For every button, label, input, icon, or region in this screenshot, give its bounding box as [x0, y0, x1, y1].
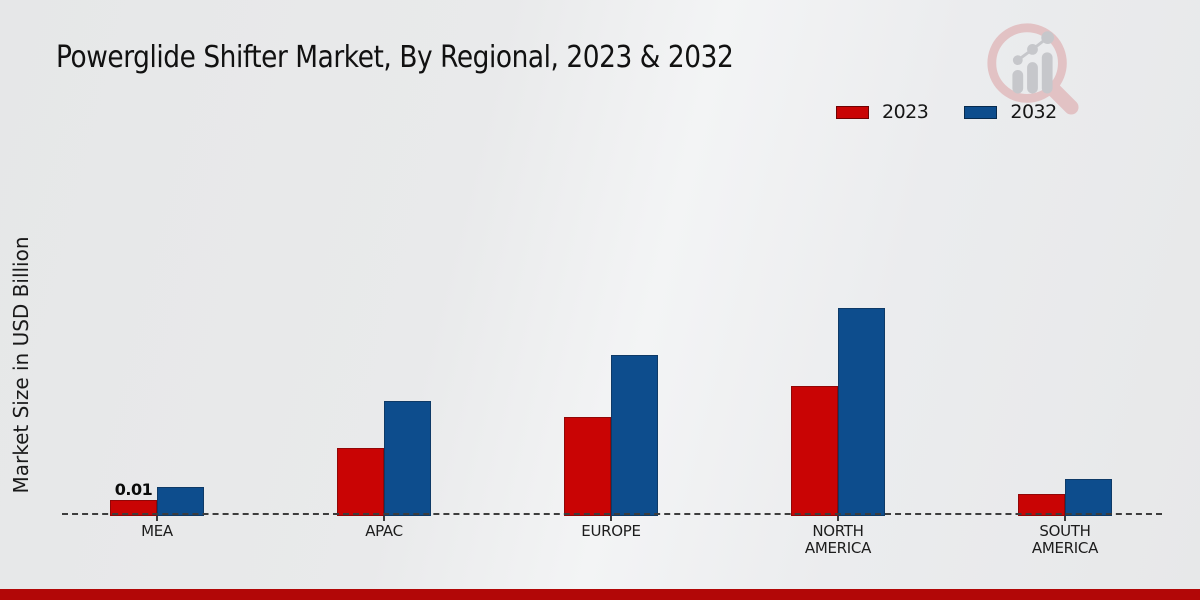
bar-2023-south-america	[1018, 494, 1065, 516]
x-axis-tick	[610, 516, 612, 521]
x-axis-baseline	[62, 513, 1162, 515]
category-label-apac: APAC	[365, 522, 403, 540]
magnifier-bar-chart-logo-icon	[987, 23, 1079, 115]
legend-label-2023: 2023	[882, 101, 929, 123]
bar-2032-south-america	[1065, 479, 1112, 516]
bar-2032-europe	[611, 355, 658, 516]
x-axis-tick	[837, 516, 839, 521]
legend-item-2032: 2032	[964, 101, 1057, 123]
x-axis-tick	[383, 516, 385, 521]
bar-2032-mea	[157, 487, 204, 516]
bar-2023-north-america	[791, 386, 838, 516]
bar-2023-europe	[564, 417, 611, 516]
legend-swatch-2023	[836, 105, 869, 119]
category-label-mea: MEA	[141, 522, 173, 540]
category-label-south-america: SOUTH AMERICA	[1031, 522, 1099, 557]
category-label-europe: EUROPE	[581, 522, 641, 540]
legend-item-2023: 2023	[836, 101, 929, 123]
bar-2023-mea	[110, 500, 157, 516]
category-label-north-america: NORTH AMERICA	[804, 522, 872, 557]
bar-2023-apac	[337, 448, 384, 516]
x-axis-tick	[156, 516, 158, 521]
chart-title: Powerglide Shifter Market, By Regional, …	[56, 40, 734, 75]
bar-value-label: 0.01	[114, 480, 153, 499]
footer-accent-bar	[0, 589, 1200, 600]
legend: 2023 2032	[836, 101, 1057, 123]
bar-2032-apac	[384, 401, 431, 516]
legend-label-2032: 2032	[1010, 101, 1057, 123]
bar-2032-north-america	[838, 308, 885, 516]
x-axis-tick	[1064, 516, 1066, 521]
legend-swatch-2032	[964, 105, 998, 119]
